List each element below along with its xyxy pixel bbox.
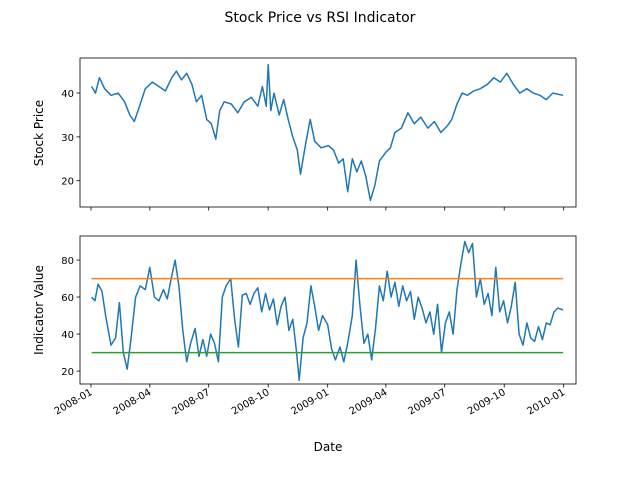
chart-title: Stock Price vs RSI Indicator [225, 10, 416, 26]
x-tick-label-2008-10: 2008-10 [230, 387, 272, 417]
y-tick-label-1-20: 20 [61, 367, 74, 378]
axes-frame-1 [79, 235, 577, 385]
x-tick-label-2010-01: 2010-01 [526, 387, 568, 417]
x-tick-label-2009-10: 2009-10 [466, 387, 508, 417]
y-tick-label-1-60: 60 [61, 293, 74, 304]
y-tick-label-0-40: 40 [61, 89, 74, 100]
y-axis-label-stock-price: Stock Price [32, 100, 46, 166]
x-axis-label: Date [314, 440, 343, 454]
x-tick-label-2009-04: 2009-04 [348, 387, 390, 417]
y-tick-label-1-80: 80 [61, 256, 74, 267]
x-tick-label-2009-01: 2009-01 [289, 387, 331, 417]
series-line-1-0 [91, 240, 564, 382]
x-tick-label-2008-07: 2008-07 [170, 387, 212, 417]
x-tick-label-2008-01: 2008-01 [53, 387, 95, 417]
x-tick-label-2008-04: 2008-04 [112, 387, 154, 417]
series-line-0-0 [90, 63, 564, 202]
y-tick-label-0-30: 30 [61, 133, 74, 144]
y-axis-label-indicator-value: Indicator Value [32, 265, 46, 355]
y-tick-label-0-20: 20 [61, 177, 74, 188]
x-tick-label-2009-07: 2009-07 [407, 387, 449, 417]
y-tick-label-1-40: 40 [61, 330, 74, 341]
